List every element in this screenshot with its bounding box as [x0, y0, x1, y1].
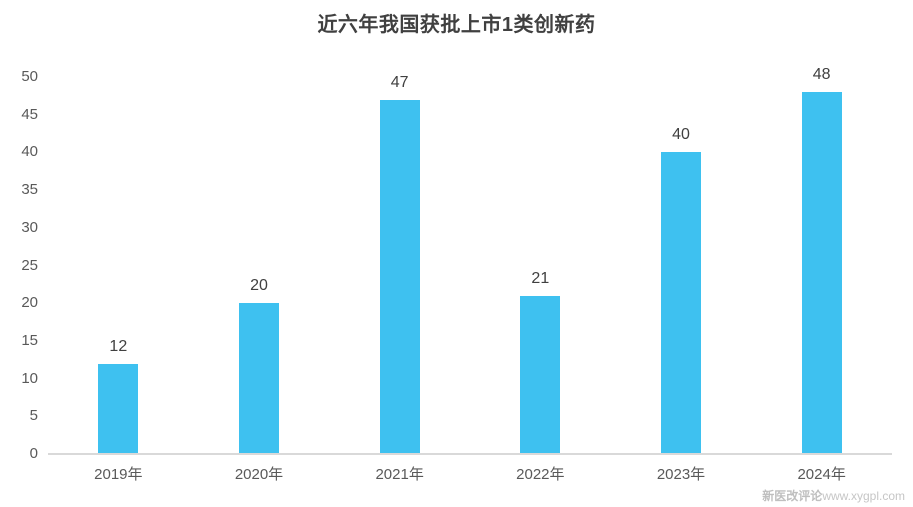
bar-value-label: 21: [531, 269, 550, 287]
x-tick-label: 2024年: [797, 466, 846, 483]
y-tick-label: 45: [21, 105, 38, 123]
chart-title: 近六年我国获批上市1类创新药: [317, 14, 596, 36]
bar-2022年: [520, 295, 561, 454]
plot-area: 12 20 47 21 40 48: [48, 66, 892, 454]
y-tick-label: 20: [21, 294, 38, 312]
bar-2024年: [801, 92, 842, 454]
x-tick-label: 2023年: [656, 466, 706, 483]
bar-value-label: 47: [390, 73, 409, 91]
y-tick-label: 25: [21, 256, 38, 274]
watermark-url: www.xygpl.com: [822, 489, 905, 503]
x-tick-label: 2019年: [94, 466, 143, 483]
x-axis-line: [48, 453, 892, 455]
y-tick-label: 30: [21, 218, 38, 236]
y-tick-label: 35: [21, 181, 38, 199]
y-tick-label: 50: [21, 68, 38, 85]
x-tick-label: 2020年: [234, 466, 284, 483]
y-tick-label: 5: [29, 407, 38, 425]
x-tick-label: 2022年: [516, 466, 565, 483]
y-tick-label: 10: [21, 369, 38, 387]
bar-2023年: [661, 152, 701, 454]
bar-value-label: 40: [672, 126, 690, 144]
watermark-site-name: 新医改评论: [762, 489, 823, 503]
bar-2020年: [239, 303, 279, 454]
x-tick-label: 2021年: [375, 466, 424, 483]
bar-value-label: 12: [109, 337, 128, 355]
bar-2021年: [379, 99, 420, 454]
bar-value-label: 48: [812, 66, 831, 84]
watermark: 新医改评论www.xygpl.com: [762, 487, 905, 504]
bar-value-label: 20: [250, 277, 268, 295]
y-tick-label: 0: [29, 445, 38, 462]
y-tick-label: 40: [21, 143, 38, 161]
bar-2019年: [98, 363, 139, 454]
y-tick-label: 15: [21, 331, 38, 349]
